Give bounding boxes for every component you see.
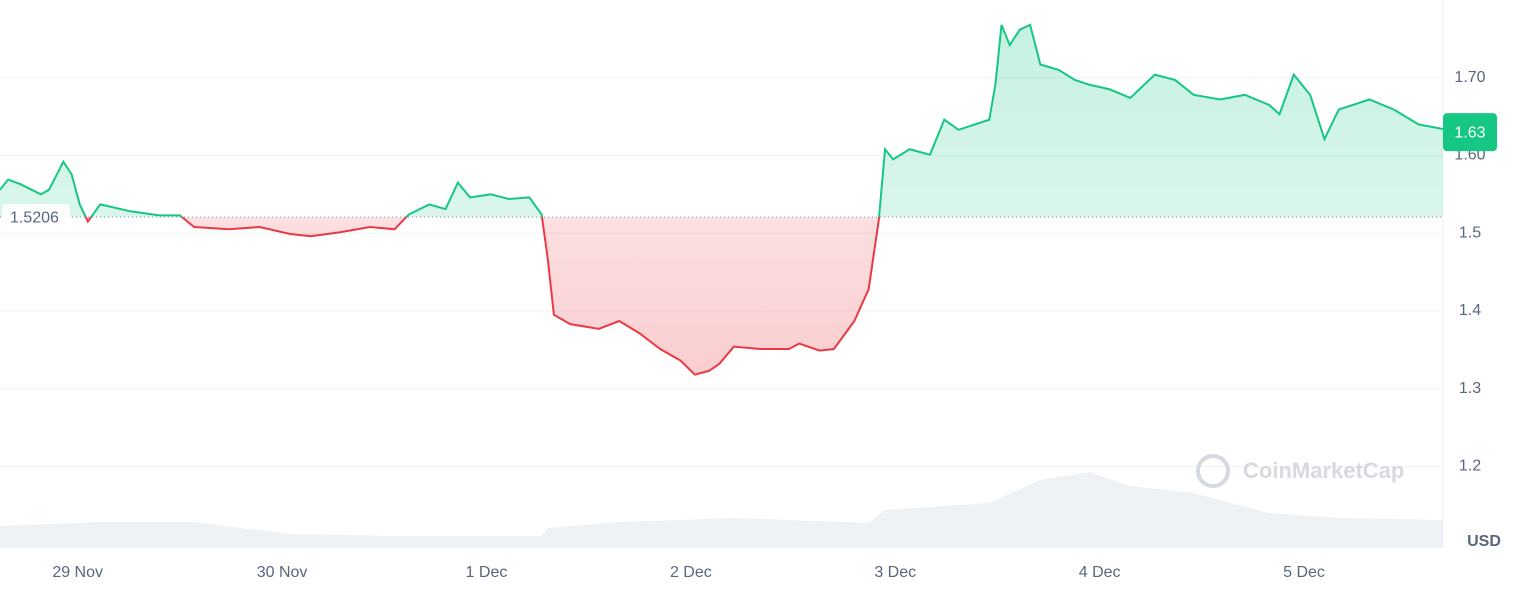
x-tick-label: 3 Dec [874, 564, 916, 581]
volume-area [0, 472, 1443, 548]
baseline-label: 1.5206 [10, 209, 59, 226]
x-tick-label: 5 Dec [1283, 564, 1325, 581]
x-tick-label: 4 Dec [1079, 564, 1121, 581]
price-line-down [84, 217, 881, 376]
x-tick-label: 1 Dec [466, 564, 508, 581]
y-tick-label: 1.5 [1459, 224, 1481, 241]
area-down [85, 217, 880, 375]
x-tick-label: 29 Nov [52, 564, 103, 581]
y-tick-label: 1.2 [1459, 458, 1481, 475]
y-tick-label: 1.4 [1459, 302, 1481, 319]
x-tick-label: 2 Dec [670, 564, 712, 581]
currency-label: USD [1467, 533, 1501, 550]
watermark-text: CoinMarketCap [1243, 458, 1404, 483]
y-tick-label: 1.3 [1459, 380, 1481, 397]
price-tag [1443, 113, 1497, 152]
area-up [0, 24, 1443, 218]
baseline-label-box [2, 204, 70, 231]
x-tick-label: 30 Nov [257, 564, 308, 581]
watermark: CoinMarketCap [1196, 454, 1404, 488]
y-tick-label: 1.70 [1454, 69, 1485, 86]
price-tag-label: 1.63 [1454, 124, 1485, 141]
price-line-up [0, 23, 1443, 218]
